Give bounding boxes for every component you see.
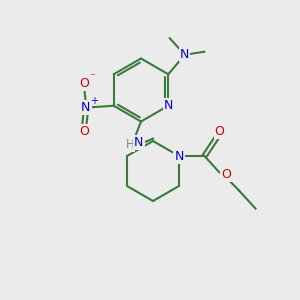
Text: O: O: [221, 167, 231, 181]
Text: ⁻: ⁻: [89, 72, 95, 82]
Text: +: +: [90, 96, 98, 106]
Text: H: H: [125, 138, 134, 152]
Text: O: O: [80, 125, 89, 138]
Text: N: N: [180, 48, 190, 61]
Text: O: O: [214, 125, 224, 138]
Text: N: N: [174, 149, 184, 163]
Text: O: O: [80, 77, 89, 90]
Text: N: N: [81, 101, 91, 114]
Text: N: N: [134, 136, 144, 149]
Text: N: N: [164, 99, 173, 112]
